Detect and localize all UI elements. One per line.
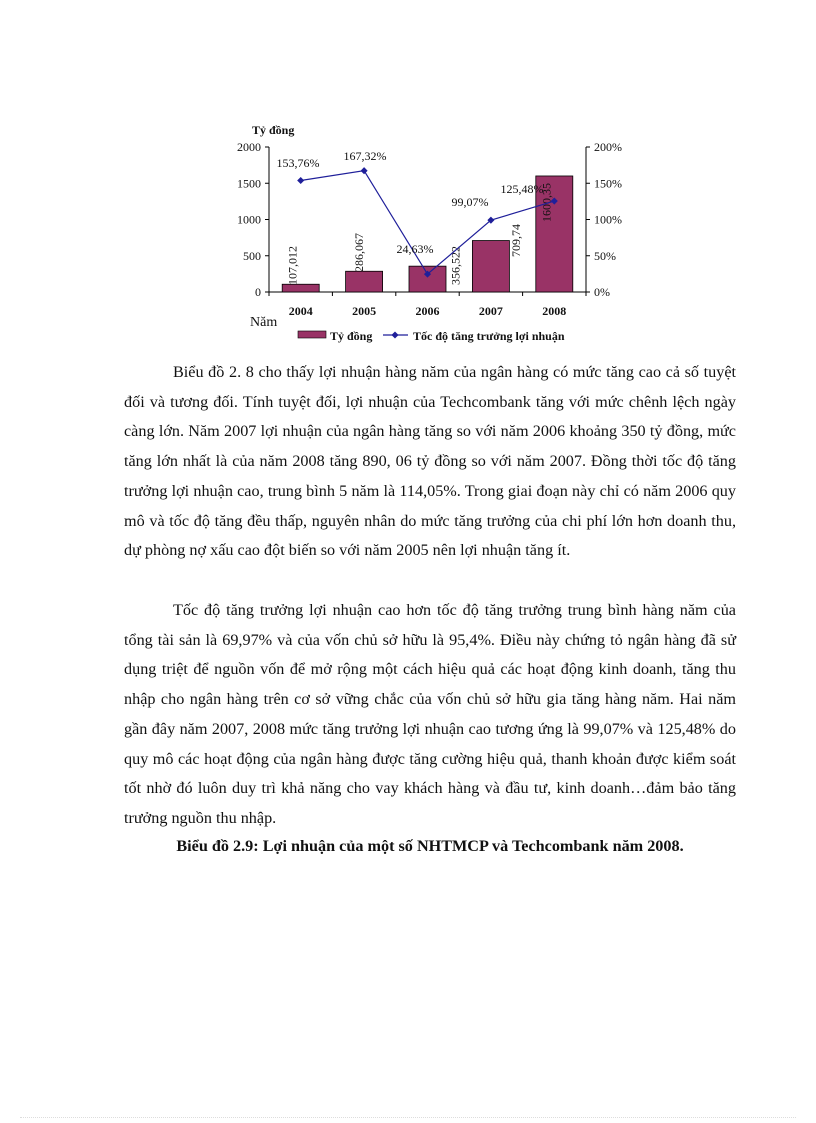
growth-point-2005 — [360, 167, 368, 175]
y-tick-label: 1500 — [237, 176, 261, 190]
bar-2008 — [535, 175, 574, 293]
bar-2006 — [408, 265, 447, 293]
y-tick-label: 2000 — [237, 140, 261, 154]
legend: Tỷ đồng Tốc độ tăng trưởng lợi nhuận — [297, 329, 565, 343]
paragraph-1: Biểu đồ 2. 8 cho thấy lợi nhuận hàng năm… — [124, 363, 736, 560]
bar-2004 — [281, 283, 320, 293]
bar-value-label: 1600,35 — [539, 183, 553, 222]
y2-tick-label: 50% — [594, 249, 616, 263]
legend-bar-label: Tỷ đồng — [330, 329, 372, 343]
growth-point-2008 — [550, 197, 558, 205]
bar-value-label: 286,067 — [352, 233, 366, 272]
growth-point-2007 — [487, 216, 495, 224]
y-tick-label: 500 — [243, 249, 261, 263]
y2-tick-label: 150% — [594, 176, 622, 190]
paragraph-2: Tốc độ tăng trưởng lợi nhuận cao hơn tốc… — [124, 601, 736, 827]
y2-tick-label: 0% — [594, 285, 610, 299]
growth-point-2004 — [297, 176, 305, 185]
y2-tick-label: 200% — [594, 140, 622, 154]
y2-tick-label: 100% — [594, 213, 622, 227]
y-tick-label: 0 — [255, 285, 261, 299]
y-tick-label: 1000 — [237, 213, 261, 227]
x-tick-label: 2005 — [352, 304, 376, 318]
profit-chart: 0 500 1000 1500 2000 0% 50% 100% 150% 200% 2004 200… — [237, 123, 622, 343]
x-tick-label: 2007 — [479, 304, 503, 318]
growth-value-label: 99,07% — [452, 195, 489, 209]
growth-value-label: 167,32% — [344, 149, 387, 163]
growth-value-label: 153,76% — [277, 156, 320, 170]
legend-line-label: Tốc độ tăng trưởng lợi nhuận — [413, 329, 565, 343]
growth-value-label: 125,48% — [501, 182, 544, 196]
x-tick-label: 2006 — [416, 304, 440, 318]
bar-value-label: 709,74 — [509, 224, 523, 257]
bar-2005 — [345, 270, 384, 293]
legend-bar-swatch — [297, 330, 327, 339]
legend-line-marker — [391, 331, 399, 339]
x-tick-label: 2004 — [289, 304, 313, 318]
x-tick-label: 2008 — [542, 304, 566, 318]
growth-point-2006 — [423, 270, 432, 278]
x-axis-title: Năm — [250, 315, 277, 330]
y-axis-title: Tỷ đồng — [252, 123, 294, 137]
growth-value-label: 24,63% — [397, 242, 434, 256]
bar-2007 — [471, 240, 510, 293]
bar-value-label: 107,012 — [286, 246, 300, 285]
bar-value-label: 356,522 — [449, 246, 463, 285]
page-bottom-border — [20, 1117, 796, 1118]
figure-caption: Biểu đồ 2.9: Lợi nhuận của một số NHTMCP… — [176, 837, 684, 855]
